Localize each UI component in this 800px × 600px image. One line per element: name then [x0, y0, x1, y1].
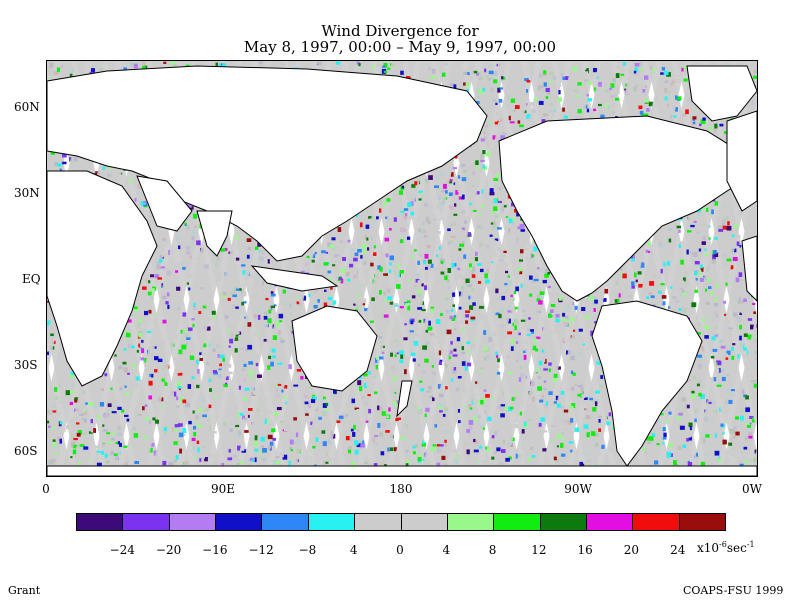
colorbar-tick-label: 20 [623, 543, 640, 557]
lon-label-180: 180 [389, 482, 413, 496]
colorbar-tick-label: −16 [202, 543, 228, 557]
colorbar-tick-label: 4 [442, 543, 451, 557]
landmass-eurasia [47, 65, 488, 262]
units-exponent-2: -1 [746, 540, 755, 549]
lon-label-0w: 0W [742, 482, 762, 496]
colorbar-tick-label: −8 [298, 543, 317, 557]
colorbar-tick-label: −12 [248, 543, 274, 557]
landmass-europe-east [726, 110, 757, 212]
footer-credit: COAPS-FSU 1999 [683, 584, 784, 597]
colorbar-swatch [494, 514, 541, 530]
landmass-india [196, 210, 233, 257]
landmass-antarctica [47, 465, 757, 476]
lon-label-90w: 90W [564, 482, 592, 496]
units-mid: sec [726, 541, 747, 555]
lon-label-90e: 90E [210, 482, 236, 496]
landmass-africa [47, 170, 158, 387]
colorbar-swatch [77, 514, 124, 530]
colorbar-units: x10-6sec-1 [697, 540, 755, 555]
colorbar-tick-label: −20 [155, 543, 182, 557]
chart-title-line1: Wind Divergence for [321, 22, 479, 40]
colorbar-swatch [540, 514, 587, 530]
colorbar-tick-label: 4 [349, 543, 358, 557]
colorbar-swatch [262, 514, 309, 530]
colorbar-swatch [401, 514, 448, 530]
lat-label-60n: 60N [14, 100, 40, 114]
lat-label-30n: 30N [14, 186, 40, 200]
colorbar-tick-label: 12 [531, 543, 547, 557]
satellite-swath [390, 61, 506, 476]
landmass-north-america [498, 115, 753, 302]
footer-author: Grant [8, 584, 41, 597]
landmass-arabia [136, 175, 193, 232]
colorbar-tick-label: −24 [109, 543, 135, 557]
landmass-africa-east [741, 235, 757, 302]
colorbar-tick-label: 8 [488, 543, 497, 557]
landmass-indonesia [250, 265, 339, 292]
lat-label-30s: 30S [14, 358, 38, 372]
colorbar-swatch [633, 514, 680, 530]
lat-label-60s: 60S [14, 444, 38, 458]
landmass-south-america [591, 300, 703, 467]
colorbar-swatch [679, 514, 726, 530]
units-exponent-1: -6 [719, 540, 727, 549]
chart-title-line2: May 8, 1997, 00:00 – May 9, 1997, 00:00 [243, 38, 557, 56]
colorbar-swatch [308, 514, 356, 530]
colorbar-tick-label: 24 [670, 543, 686, 557]
colorbar-swatch [216, 514, 263, 530]
colorbar-swatch [586, 514, 634, 530]
lat-label-eq: EQ [22, 272, 41, 286]
map-plot-area [46, 60, 758, 477]
colorbar-swatch [169, 514, 217, 530]
wind-divergence-map [47, 61, 757, 476]
colorbar-tick-label: 16 [577, 543, 593, 557]
landmass-greenland [686, 65, 757, 122]
colorbar-swatch [355, 514, 402, 530]
units-base: x10 [697, 541, 720, 555]
landmass-australia [291, 305, 378, 392]
lon-label-0: 0 [42, 482, 50, 496]
colorbar-swatch [447, 514, 495, 530]
colorbar-swatch [123, 514, 170, 530]
colorbar-tick-label: 0 [396, 543, 404, 557]
colorbar [76, 513, 726, 531]
landmass-new-zealand [396, 380, 413, 418]
